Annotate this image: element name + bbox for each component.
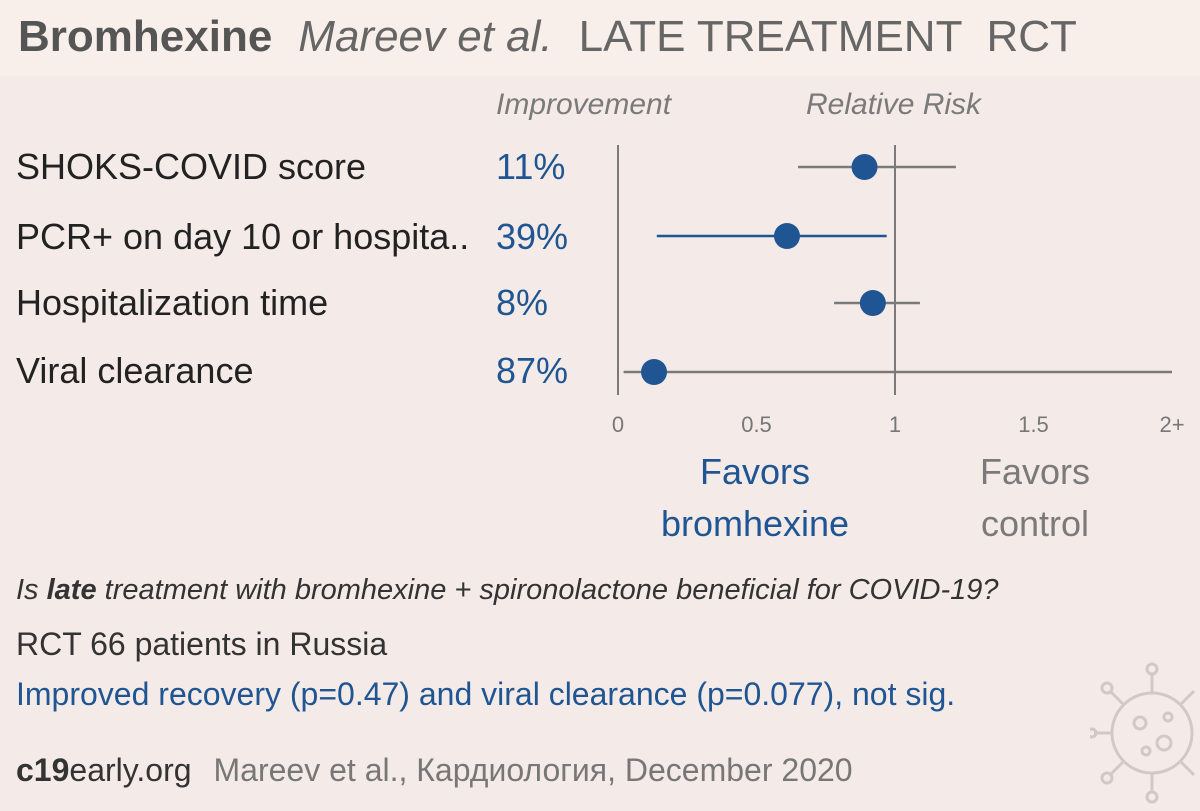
virus-icon [1090,662,1196,804]
row-improvement: 39% [496,216,569,257]
header-band [0,0,1200,76]
effect-point [641,359,668,385]
row-label: Hospitalization time [16,282,329,323]
favors-bromhexine-label: Favors bromhexine [640,446,870,550]
row-improvement: 11% [496,146,566,187]
question-pre: Is [16,574,47,606]
favors-right-line1: Favors [979,451,1091,492]
site-link[interactable]: c19early.org [16,752,192,788]
title-design: RCT [986,12,1077,61]
title-drug: Bromhexine [18,12,273,61]
effect-point [851,154,878,180]
favors-left-line1: Favors [699,451,811,492]
relative-risk-column-header: Relative Risk [806,88,982,121]
study-design: RCT 66 patients in Russia [16,626,388,662]
row-label: SHOKS-COVID score [16,146,367,187]
x-tick-label: 0 [612,412,624,437]
question-bold: late [46,574,97,606]
row-improvement: 8% [496,282,549,323]
study-conclusion: Improved recovery (p=0.47) and viral cle… [16,676,956,712]
effect-point [773,223,800,249]
x-tick-label: 2+ [1159,412,1184,437]
site-bold: c19 [16,752,70,788]
title-stage: LATE TREATMENT [578,12,963,61]
question-post: treatment with bromhexine + spironolacto… [96,574,999,606]
site-rest: early.org [69,752,192,788]
favors-control-label: Favors control [920,446,1150,550]
row-label: Viral clearance [16,350,254,391]
page-title: Bromhexine Mareev et al. LATE TREATMENT RCT [18,12,1077,62]
x-tick-label: 0.5 [741,412,772,437]
improvement-column-header: Improvement [496,88,672,121]
row-label: PCR+ on day 10 or hospita.. [16,216,470,257]
row-improvement: 87% [496,350,569,391]
study-question: Is late treatment with bromhexine + spir… [16,574,998,607]
favors-left-line2: bromhexine [660,503,850,544]
effect-point [859,290,886,316]
favors-right-line2: control [980,503,1090,544]
title-author: Mareev et al. [298,12,553,61]
x-tick-label: 1 [889,412,901,437]
footer: c19early.org Mareev et al., Кардиология, … [16,752,853,789]
citation: Mareev et al., Кардиология, December 202… [213,752,853,788]
x-tick-label: 1.5 [1018,412,1049,437]
